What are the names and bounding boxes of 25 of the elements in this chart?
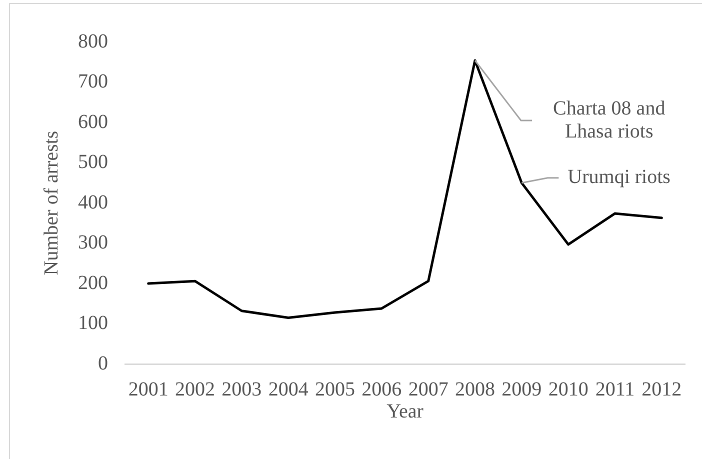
y-tick-label: 800	[78, 30, 108, 52]
annotation: Urumqi riots	[568, 166, 671, 188]
x-tick-label: 2012	[642, 378, 682, 400]
x-tick-label: 2003	[222, 378, 262, 400]
x-tick-label: 2007	[408, 378, 448, 400]
x-axis-title: Year	[386, 400, 424, 422]
x-tick-label: 2011	[595, 378, 635, 400]
x-tick-label: 2001	[128, 378, 168, 400]
y-tick-label: 200	[78, 272, 108, 294]
y-axis-title: Number of arrests	[40, 130, 62, 276]
y-tick-label: 700	[78, 70, 108, 92]
y-tick-label: 500	[78, 151, 108, 173]
x-tick-label: 2005	[315, 378, 355, 400]
x-tick-label: 2009	[502, 378, 542, 400]
y-tick-label: 600	[78, 110, 108, 133]
annotation: Charta 08 and Lhasa riots	[553, 97, 666, 142]
y-tick-label: 400	[78, 191, 108, 214]
y-tick-label: 100	[78, 312, 108, 334]
x-tick-label: 2004	[268, 378, 308, 400]
x-tick-label: 2010	[548, 378, 588, 400]
y-tick-label: 300	[78, 232, 108, 254]
x-tick-label: 2008	[455, 378, 495, 400]
x-tick-label: 2006	[362, 378, 402, 400]
x-tick-label: 2002	[175, 378, 215, 400]
y-tick-label: 0	[98, 352, 108, 374]
